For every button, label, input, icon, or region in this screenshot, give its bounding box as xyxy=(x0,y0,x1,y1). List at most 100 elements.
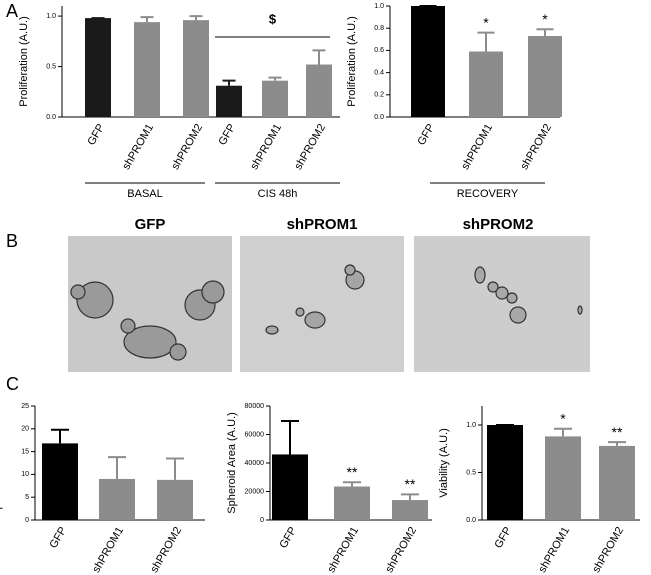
x-tick-label: shPROM2 xyxy=(590,525,626,575)
error-bar xyxy=(608,441,626,446)
bar xyxy=(334,486,370,520)
x-tick-label: shPROM1 xyxy=(90,525,126,575)
y-tick-label: 15 xyxy=(21,448,29,455)
bar xyxy=(262,80,288,117)
y-tick-label: 0 xyxy=(260,517,264,524)
significance: ** xyxy=(347,464,358,480)
significance: * xyxy=(560,411,566,427)
panel-label: A xyxy=(6,1,18,21)
x-tick-label: GFP xyxy=(47,525,69,551)
y-tick-label: 0.4 xyxy=(374,69,384,76)
x-tick-label: shPROM2 xyxy=(518,122,554,172)
significance: ** xyxy=(405,476,416,492)
group-label: CIS 48h xyxy=(258,188,298,200)
image-title: shPROM2 xyxy=(463,216,534,233)
group-label: BASAL xyxy=(127,188,162,200)
y-tick-label: 0.8 xyxy=(374,25,384,32)
y-tick-label: 1.0 xyxy=(466,422,476,429)
error-bar xyxy=(222,79,236,86)
x-tick-label: shPROM2 xyxy=(292,122,328,172)
error-bar xyxy=(189,15,203,21)
error-bar xyxy=(312,49,326,65)
bar xyxy=(183,20,209,117)
error-bar xyxy=(477,31,495,52)
error-bar xyxy=(281,419,299,455)
bar xyxy=(469,51,503,118)
y-tick-label: 0.2 xyxy=(374,92,384,99)
y-tick-label: 1.0 xyxy=(46,13,56,20)
y-axis-label: Proliferation (A.U.) xyxy=(18,16,30,106)
bar xyxy=(272,454,308,520)
panel-label: B xyxy=(6,231,18,251)
y-tick-label: 0.5 xyxy=(46,63,56,70)
y-axis-label: Viability (A.U.) xyxy=(438,428,450,497)
bar xyxy=(216,85,242,117)
x-tick-label: GFP xyxy=(277,525,299,551)
x-tick-label: shPROM1 xyxy=(120,122,156,172)
error-bar xyxy=(536,28,554,36)
image-title: shPROM1 xyxy=(287,216,358,233)
bar xyxy=(134,22,160,117)
micrograph xyxy=(68,236,232,372)
x-tick-label: GFP xyxy=(85,122,107,148)
error-bar xyxy=(108,456,126,479)
error-bar xyxy=(51,428,69,444)
bar xyxy=(528,35,562,117)
error-bar xyxy=(554,427,572,437)
error-bar xyxy=(268,76,282,81)
bar xyxy=(85,18,111,117)
x-tick-label: shPROM1 xyxy=(325,525,361,575)
y-axis-label: Spheroid number/field xyxy=(0,409,3,517)
y-tick-label: 0 xyxy=(25,517,29,524)
y-tick-label: 20 xyxy=(21,426,29,433)
y-tick-label: 0.0 xyxy=(46,114,56,121)
y-tick-label: 0.0 xyxy=(466,517,476,524)
x-tick-label: GFP xyxy=(216,122,238,148)
bar xyxy=(392,500,428,520)
bar xyxy=(99,478,135,520)
y-tick-label: 10 xyxy=(21,471,29,478)
annotation: $ xyxy=(269,11,277,26)
x-tick-label: GFP xyxy=(492,525,514,551)
y-tick-label: 20000 xyxy=(245,488,265,495)
bar xyxy=(411,6,445,117)
y-axis-label: Proliferation (A.U.) xyxy=(346,16,358,106)
significance: ** xyxy=(612,424,623,440)
error-bar xyxy=(401,493,419,501)
x-tick-label: shPROM2 xyxy=(169,122,205,172)
x-tick-label: shPROM1 xyxy=(248,122,284,172)
y-tick-label: 60000 xyxy=(245,431,265,438)
bar xyxy=(487,425,523,520)
bar xyxy=(545,436,581,520)
y-tick-label: 5 xyxy=(25,494,29,501)
error-bar xyxy=(343,481,361,487)
image-title: GFP xyxy=(135,216,166,233)
y-tick-label: 80000 xyxy=(245,403,265,410)
bar xyxy=(157,479,193,520)
x-tick-label: shPROM2 xyxy=(383,525,419,575)
y-tick-label: 0.6 xyxy=(374,47,384,54)
micrograph xyxy=(240,236,404,372)
group-label: RECOVERY xyxy=(457,188,519,200)
x-tick-label: GFP xyxy=(415,122,437,148)
bar xyxy=(306,64,332,117)
y-tick-label: 25 xyxy=(21,403,29,410)
y-tick-label: 0.5 xyxy=(466,469,476,476)
x-tick-label: shPROM1 xyxy=(536,525,572,575)
micrograph xyxy=(414,236,590,372)
significance: * xyxy=(483,14,489,30)
bar xyxy=(599,445,635,520)
y-tick-label: 0.0 xyxy=(374,114,384,121)
bar xyxy=(42,443,78,520)
x-tick-label: shPROM2 xyxy=(148,525,184,575)
panel-label: C xyxy=(6,374,19,394)
y-tick-label: 40000 xyxy=(245,460,265,467)
y-tick-label: 1.0 xyxy=(374,3,384,10)
error-bar xyxy=(166,457,184,480)
significance: * xyxy=(542,11,548,27)
error-bar xyxy=(140,16,154,23)
x-tick-label: shPROM1 xyxy=(459,122,495,172)
y-axis-label: Spheroid Area (A.U.) xyxy=(226,412,238,514)
